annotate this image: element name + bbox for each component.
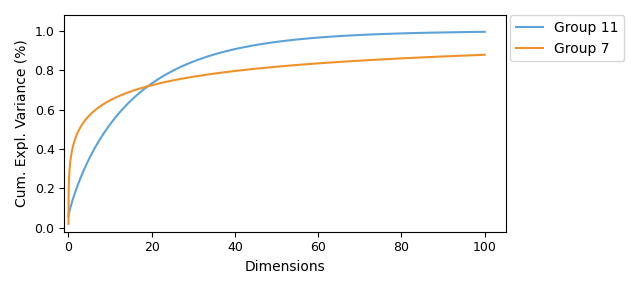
Legend: Group 11, Group 7: Group 11, Group 7: [510, 15, 625, 61]
X-axis label: Dimensions: Dimensions: [244, 260, 325, 274]
Group 11: [256, 42, 264, 46]
Group 7: [468, 53, 476, 57]
Line: Group 11: Group 11: [68, 32, 484, 216]
Group 7: [65, 222, 72, 226]
Group 11: [481, 30, 488, 34]
Group 7: [86, 113, 93, 117]
Group 7: [481, 53, 488, 57]
Group 7: [256, 66, 264, 70]
Group 7: [267, 66, 275, 69]
Group 11: [86, 156, 93, 160]
Line: Group 7: Group 7: [68, 55, 484, 224]
Group 7: [392, 57, 400, 60]
Group 11: [469, 30, 477, 34]
Group 11: [468, 30, 476, 34]
Group 11: [65, 214, 72, 218]
Y-axis label: Cum. Expl. Variance (%): Cum. Expl. Variance (%): [15, 40, 29, 207]
Group 11: [267, 41, 275, 45]
Group 11: [392, 32, 400, 35]
Group 7: [469, 53, 477, 57]
